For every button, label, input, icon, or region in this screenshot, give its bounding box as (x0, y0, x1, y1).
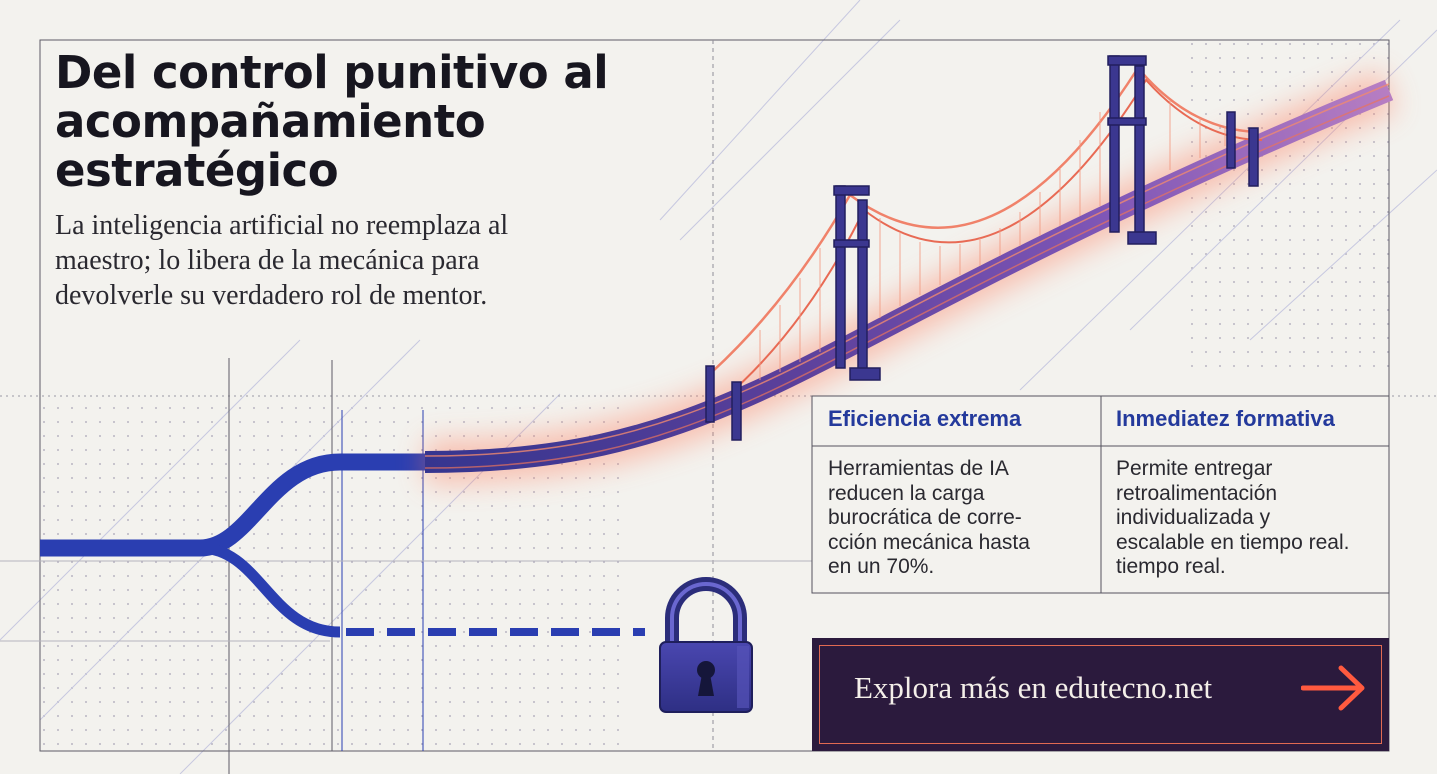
title-line: acompañamiento (55, 95, 486, 148)
card-body-eficiencia: Herramientas de IA reducen la carga burocr… (828, 457, 1093, 580)
card-body-line: burocrática de corre- (828, 506, 1022, 529)
page-title: Del control punitivo al acompañamiento est… (55, 48, 695, 195)
card-grid (811, 395, 1390, 594)
road (424, 79, 1394, 473)
card-body-line: Permite entregar (1116, 457, 1273, 480)
card-body-line: cción mecánica hasta (828, 530, 1030, 554)
cta-banner[interactable]: Explora más en edutecno.net (812, 638, 1389, 751)
subtitle: La inteligencia artificial no reemplaza … (55, 208, 615, 313)
card-body-line: en un 70%. (828, 555, 935, 578)
cta-label[interactable]: Explora más en edutecno.net (854, 670, 1213, 705)
card-body-inmediatez: Permite entregar retroalimentación individ… (1116, 457, 1384, 580)
arrow-right-icon[interactable] (1301, 664, 1367, 712)
card-body-line: escalable en tiempo real. (1116, 530, 1350, 554)
cta-border (819, 645, 1382, 744)
card-body-line: reducen la carga (828, 481, 985, 505)
subtitle-line: La inteligencia artificial no reemplaza … (55, 210, 509, 241)
card-body-line: retroalimentación (1116, 481, 1278, 505)
padlock-icon (659, 577, 753, 713)
branching-path (40, 453, 645, 638)
bridge-icon (705, 55, 1263, 441)
card-body-line: Herramientas de IA (828, 457, 1009, 480)
subtitle-line: devolverle su verdadero rol de mentor. (55, 280, 488, 311)
subtitle-line: maestro; lo libera de la mecánica para (55, 245, 480, 276)
title-line: Del control punitivo al (55, 46, 609, 99)
card-body-line: individualizada y (1116, 506, 1271, 529)
title-line: estratégico (55, 144, 339, 197)
card-body-line: tiempo real. (1116, 555, 1226, 578)
card-title-inmediatez: Inmediatez formativa (1116, 406, 1335, 431)
card-title-eficiencia: Eficiencia extrema (828, 406, 1022, 431)
